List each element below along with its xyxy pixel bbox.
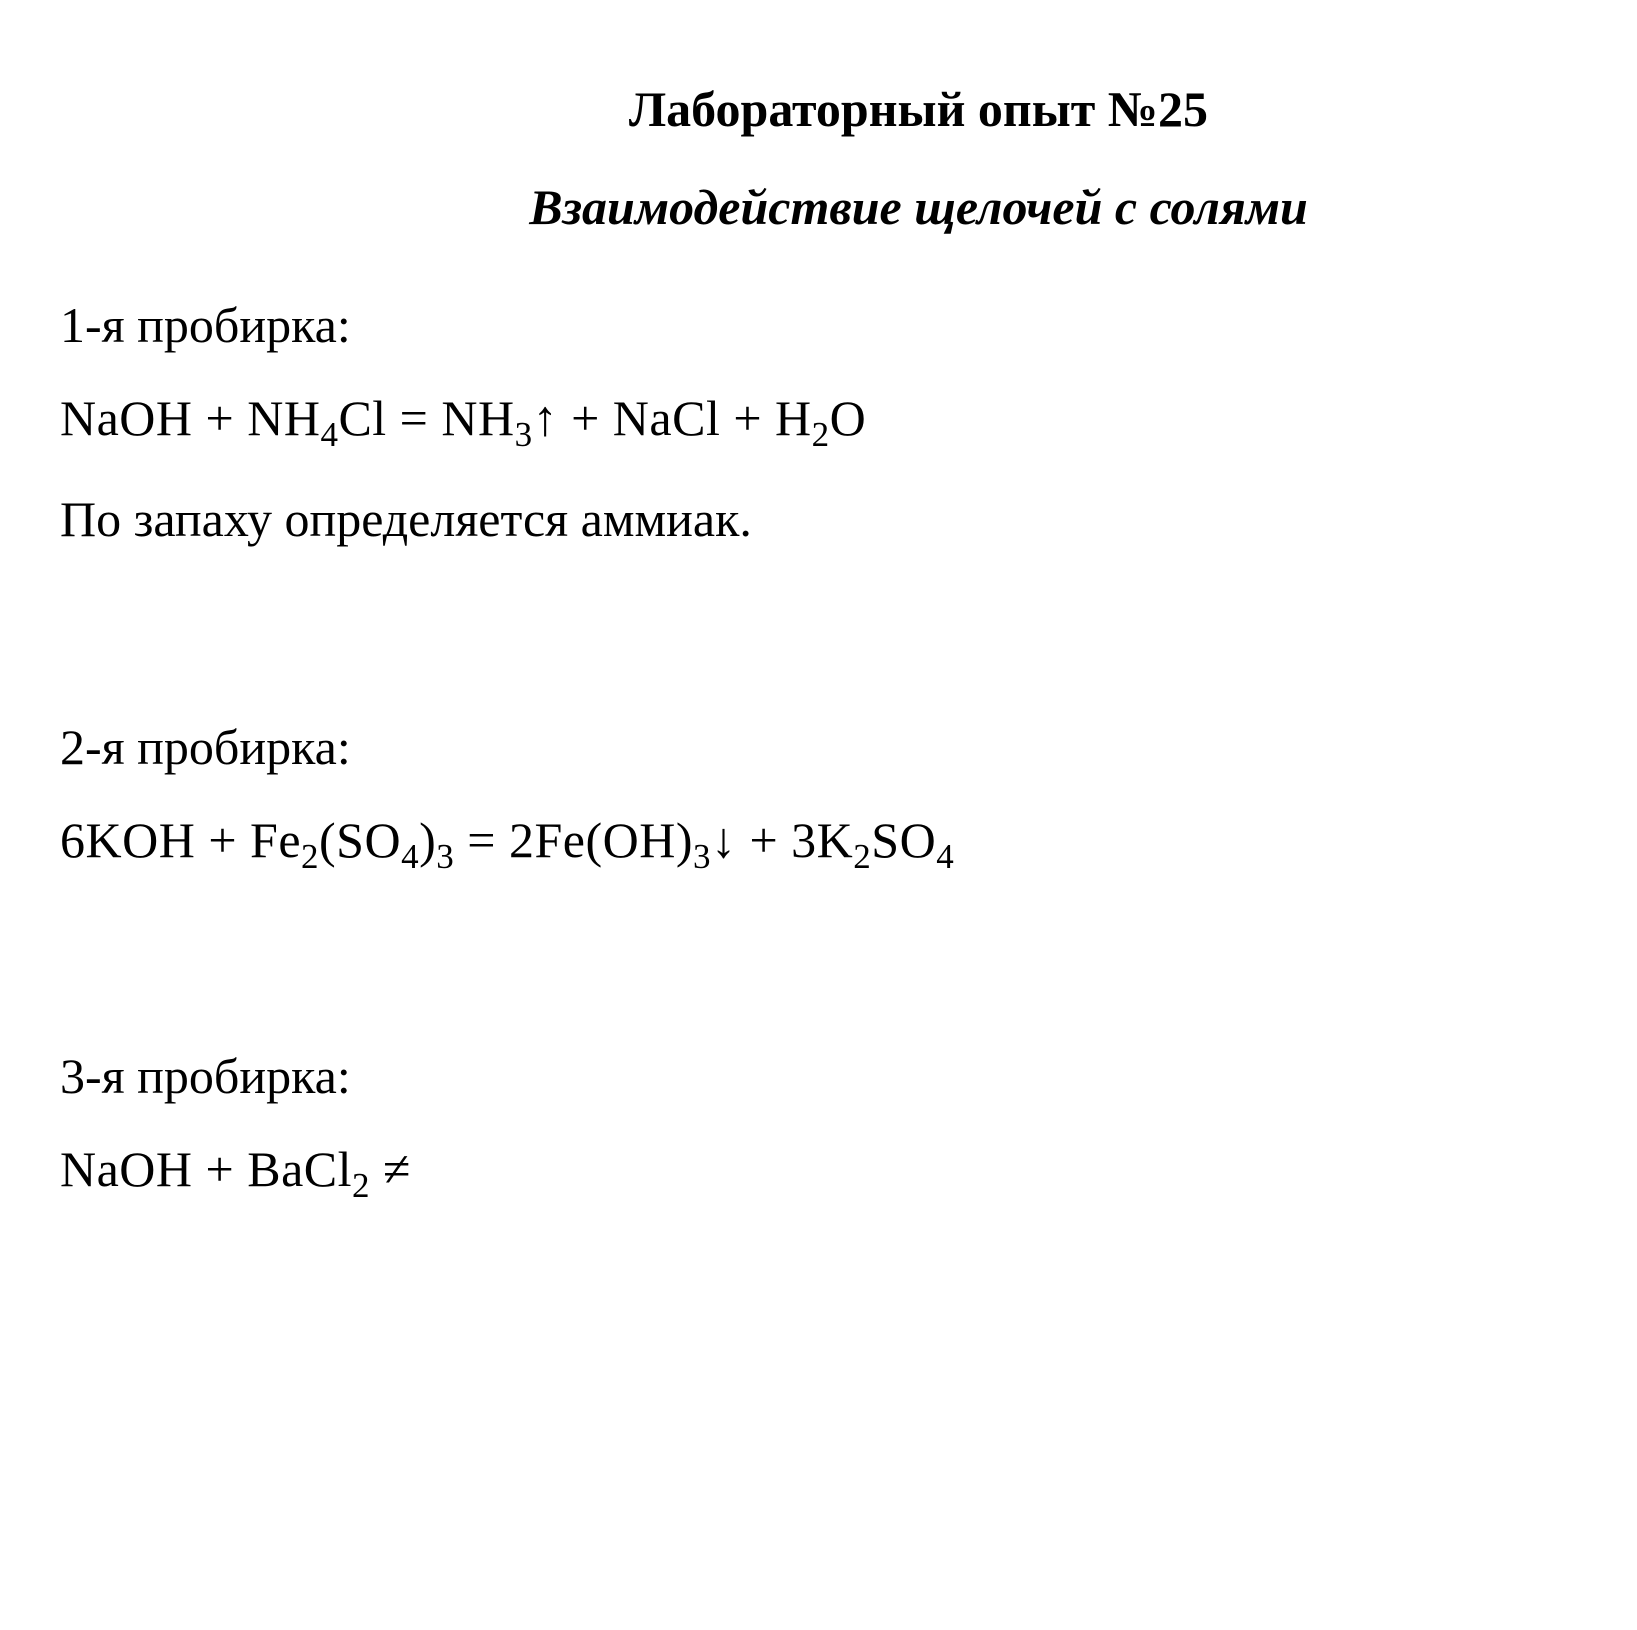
tube2-equation: 6KOH + Fe2(SO4)3 = 2Fe(OH)3↓ + 3K2SO4 <box>60 811 1577 877</box>
page-title: Лабораторный опыт №25 <box>60 80 1577 138</box>
page-subtitle: Взаимодействие щелочей с солями <box>60 178 1577 236</box>
tube3-equation: NaOH + BaCl2 ≠ <box>60 1140 1577 1206</box>
tube3-label: 3-я пробирка: <box>60 1047 1577 1105</box>
tube2-label: 2-я пробирка: <box>60 718 1577 776</box>
tube1-observation: По запаху определяется аммиак. <box>60 490 1577 548</box>
tube1-label: 1-я пробирка: <box>60 296 1577 354</box>
tube1-equation: NaOH + NH4Cl = NH3↑ + NaCl + H2O <box>60 389 1577 455</box>
